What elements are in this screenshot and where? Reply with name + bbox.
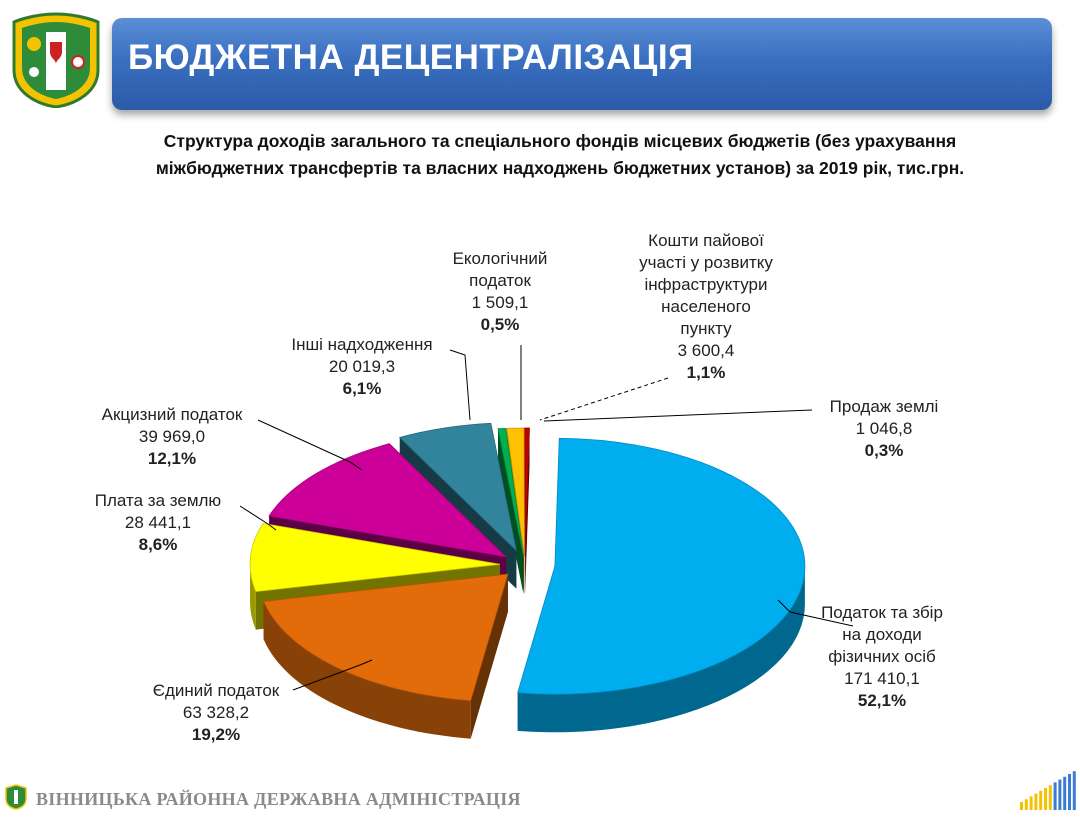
slice-label-1: Податок та збір на доходи фізичних осіб 171… (821, 603, 943, 710)
pie-slice-4 (268, 443, 508, 558)
page-title: БЮДЖЕТНА ДЕЦЕНТРАЛІЗАЦІЯ (128, 38, 694, 77)
header-banner: БЮДЖЕТНА ДЕЦЕНТРАЛІЗАЦІЯ (112, 18, 1052, 110)
deco-bar (1058, 779, 1062, 810)
leader-line-1 (777, 599, 854, 627)
deco-bar (1053, 782, 1057, 810)
deco-bar (1044, 788, 1047, 810)
slice-side-3 (250, 564, 256, 630)
leader-line-7 (539, 377, 669, 421)
pie-slice-8 (524, 427, 530, 557)
slice-label-7: Кошти пайової участі у розвитку інфраструк… (639, 231, 773, 382)
leader-line-3 (239, 505, 277, 531)
deco-bar (1024, 799, 1028, 810)
slice-label-6: Екологічний податок 1 509,1 0,5% (453, 249, 548, 334)
deco-bar (1029, 796, 1033, 810)
pie-slice-6 (497, 427, 524, 557)
footer-coat-icon (5, 784, 27, 810)
leader-line-2 (292, 659, 373, 691)
slice-label-5: Інші надходження 20 019,3 6,1% (291, 335, 432, 398)
deco-bar (1020, 802, 1023, 810)
slice-label-2: Єдиний податок 63 328,2 19,2% (153, 681, 280, 744)
pie-slice-5 (398, 422, 517, 552)
deco-bar (1063, 776, 1067, 810)
leader-line-4 (257, 419, 363, 471)
slice-wall-2-start (470, 574, 508, 739)
deco-bar (1048, 785, 1052, 810)
chart-subtitle: Структура доходів загального та спеціаль… (155, 131, 965, 178)
deco-bar (1034, 793, 1038, 810)
pie-slice-3 (249, 522, 501, 593)
deco-bar (1072, 771, 1076, 810)
pie-slice-1 (517, 437, 806, 695)
coat-of-arms-icon (12, 12, 100, 108)
deco-bar (1068, 774, 1071, 810)
slice-wall-6-start (498, 428, 524, 595)
bar-decoration-icon (1020, 771, 1076, 810)
deco-bar (1039, 790, 1043, 810)
slice-side-1 (517, 566, 805, 733)
slice-label-8: Продаж землі 1 046,8 0,3% (830, 397, 939, 460)
leader-line-5 (449, 349, 471, 421)
slice-side-2 (263, 601, 471, 739)
pie-slice-2 (263, 573, 509, 702)
footer-org-name: ВІННИЦЬКА РАЙОННА ДЕРЖАВНА АДМІНІСТРАЦІЯ (36, 789, 521, 809)
pie-slice-7 (506, 427, 525, 557)
slice-label-3: Плата за землю 28 441,1 8,6% (95, 491, 222, 554)
leader-line-8 (543, 409, 813, 422)
slice-label-4: Акцизний податок 39 969,0 12,1% (102, 405, 243, 468)
